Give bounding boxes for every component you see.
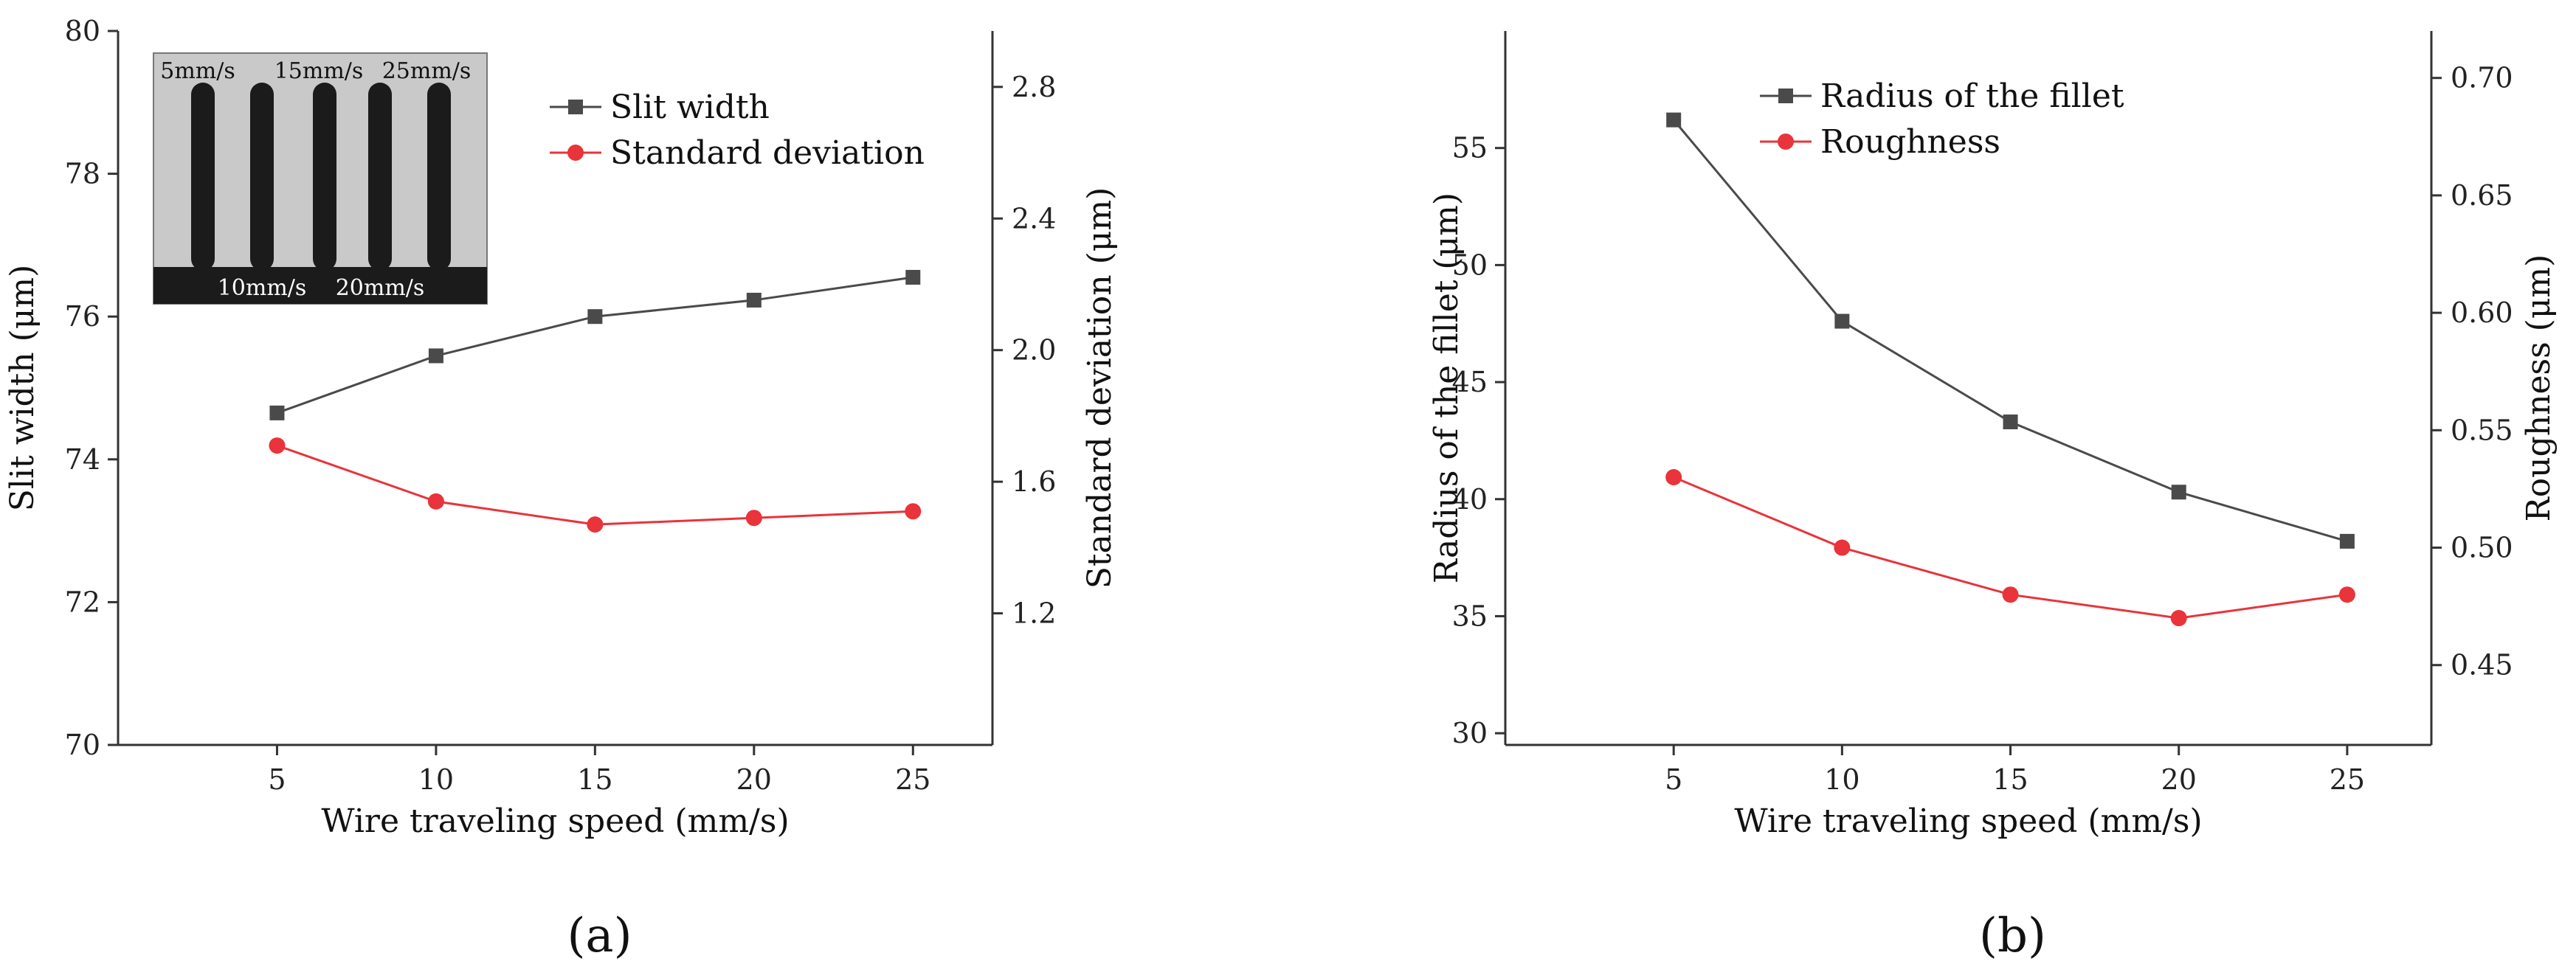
chart-panel-a: 5 10 15 20 25 70 72 74 76 78 80 1.2 1.6 2.0 2.4 2.8 Wire… <box>4 15 1119 963</box>
chart-panel-b: 5 10 15 20 25 30 35 40 45 50 55 0.45 0.50 0.55 0.60 0.6… <box>1428 31 2558 963</box>
y-tick-label: 40 <box>1452 483 1488 516</box>
inset-top-label: 25mm/s <box>382 58 472 84</box>
y2-axis-title: Roughness (μm) <box>2520 254 2558 522</box>
data-point-square <box>2003 415 2018 430</box>
x-tick-label: 10 <box>1824 763 1860 796</box>
data-point-circle <box>269 437 286 454</box>
y-tick-label: 74 <box>65 443 100 476</box>
y-tick-label: 45 <box>1452 366 1488 398</box>
y-tick-label: 78 <box>65 158 100 190</box>
y2-tick-label: 0.60 <box>2451 296 2513 329</box>
y-axis-title: Radius of the fillet (μm) <box>1428 193 1465 583</box>
x-tick-label: 25 <box>2330 763 2365 796</box>
inset-slit <box>368 83 392 271</box>
y-axis-title: Slit width (μm) <box>4 265 41 512</box>
panel-label: (a) <box>567 909 632 963</box>
data-point-square <box>746 292 762 308</box>
x-tick-label: 5 <box>268 763 286 796</box>
panel-label: (b) <box>1979 909 2046 963</box>
x-tick-label: 15 <box>1992 763 2028 796</box>
inset-micrograph: 5mm/s 15mm/s 25mm/s 10mm/s 20mm/s <box>153 52 488 305</box>
x-axis-title: Wire traveling speed (mm/s) <box>1734 802 2202 840</box>
y2-tick-label: 1.2 <box>1012 597 1056 630</box>
y2-axis-title: Standard deviation (μm) <box>1081 187 1119 589</box>
x-axis-title: Wire traveling speed (mm/s) <box>321 802 789 840</box>
legend-marker <box>1778 89 1793 103</box>
inset-slit <box>313 83 336 271</box>
x-tick-label: 5 <box>1665 763 1682 796</box>
inset-bottom-label: 10mm/s <box>218 275 307 301</box>
data-point-square <box>269 405 285 420</box>
data-point-circle <box>1665 469 1682 485</box>
legend-label: Radius of the fillet <box>1820 77 2124 115</box>
y-tick-label: 35 <box>1452 600 1488 632</box>
y-tick-label: 30 <box>1452 717 1488 749</box>
inset-slit <box>191 83 215 271</box>
x-tick-label: 20 <box>2161 763 2197 796</box>
inset-bottom-label: 20mm/s <box>336 275 425 301</box>
y2-tick-label: 2.0 <box>1012 334 1056 367</box>
legend-label: Standard deviation <box>610 134 925 172</box>
y2-tick-label: 2.8 <box>1012 71 1056 103</box>
inset-slit <box>427 83 451 271</box>
x-tick-label: 25 <box>895 763 930 796</box>
data-point-circle <box>2002 586 2019 603</box>
data-point-square <box>428 348 443 364</box>
data-point-square <box>587 309 603 325</box>
data-point-circle <box>1834 539 1851 556</box>
x-tick-label: 20 <box>736 763 772 796</box>
data-point-square <box>2339 533 2355 549</box>
data-point-square <box>2171 485 2186 500</box>
data-point-square <box>905 269 921 285</box>
y-tick-label: 50 <box>1452 249 1488 281</box>
data-point-circle <box>745 510 762 527</box>
series-line-1 <box>276 444 914 526</box>
legend-label: Slit width <box>610 89 770 126</box>
inset-top-label: 15mm/s <box>274 58 364 84</box>
y2-tick-label: 0.50 <box>2451 532 2513 564</box>
legend-marker <box>567 145 584 161</box>
x-tick-label: 10 <box>418 763 454 796</box>
y2-tick-label: 0.70 <box>2451 62 2513 94</box>
data-point-square <box>1834 313 1850 329</box>
y2-tick-label: 0.65 <box>2451 179 2513 212</box>
y2-tick-label: 2.4 <box>1012 202 1056 235</box>
y2-tick-label: 0.45 <box>2451 649 2513 682</box>
inset-slit <box>250 83 274 271</box>
legend-label: Roughness <box>1820 123 2000 161</box>
series-line-0 <box>1673 119 2348 543</box>
y2-tick-label: 0.55 <box>2451 414 2513 446</box>
y-tick-label: 55 <box>1452 132 1488 164</box>
data-point-circle <box>905 503 922 520</box>
inset-top-label: 5mm/s <box>160 58 235 84</box>
y2-tick-label: 1.6 <box>1012 465 1056 498</box>
legend-marker <box>568 100 583 114</box>
data-point-circle <box>2170 610 2187 627</box>
y-tick-label: 70 <box>65 729 100 761</box>
data-point-circle <box>587 516 604 533</box>
inset-base <box>153 267 487 304</box>
legend-marker <box>1778 133 1794 150</box>
y-tick-label: 80 <box>65 15 100 47</box>
data-point-circle <box>2338 586 2355 603</box>
data-point-square <box>1666 112 1682 128</box>
x-tick-label: 15 <box>577 763 612 796</box>
y-tick-label: 72 <box>65 586 100 618</box>
data-point-circle <box>427 493 444 510</box>
y-tick-label: 76 <box>65 300 100 333</box>
